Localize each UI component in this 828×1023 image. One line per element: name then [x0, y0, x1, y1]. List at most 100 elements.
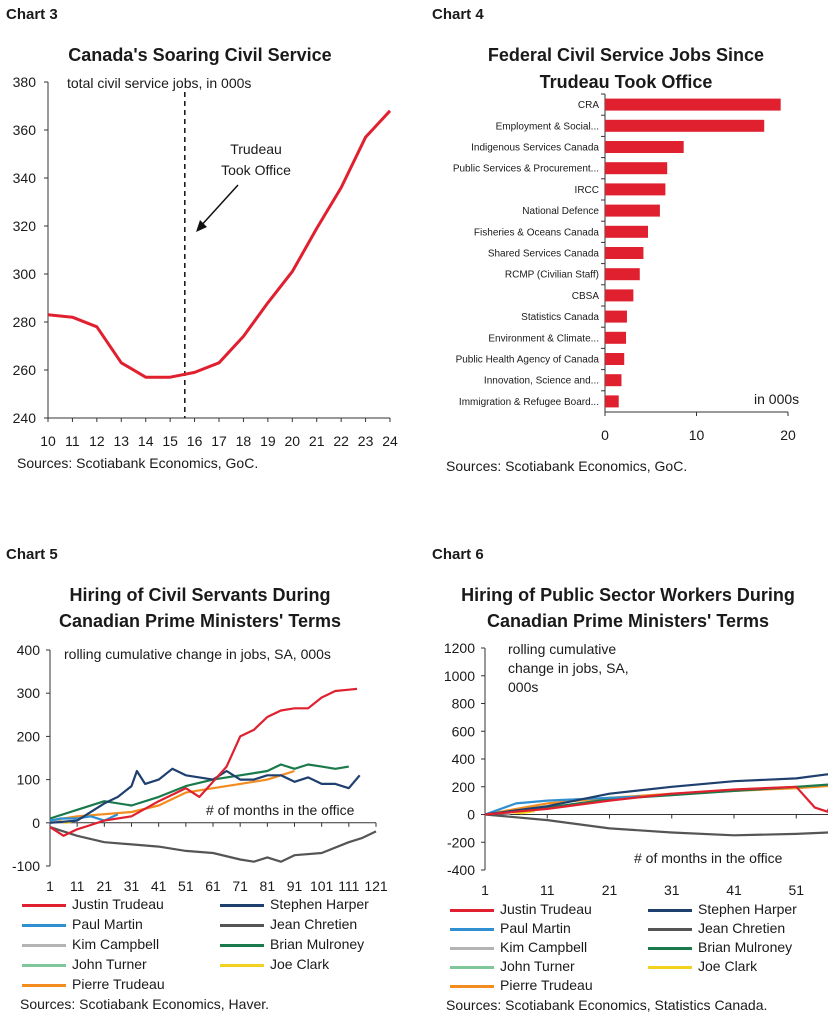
chart6-title-line2: Canadian Prime Ministers' Terms — [486, 611, 770, 631]
chart5-x-tick-label: 101 — [310, 878, 334, 894]
chart4-bar — [605, 331, 627, 344]
chart4-category-label: Employment & Social... — [496, 121, 599, 132]
chart6-source: Sources: Scotiabank Economics, Statistic… — [446, 997, 768, 1013]
chart3-x-tick-label: 19 — [260, 433, 276, 449]
chart5-xlabel: # of months in the office — [206, 802, 355, 818]
chart4-bar — [605, 289, 634, 302]
chart3-annotation-arrow — [198, 184, 239, 229]
chart4-plot: CRA Employment & Social... Indigenous Serv… — [453, 93, 796, 443]
chart6-series-brian-mulroney — [484, 783, 828, 816]
chart5-legend-label: Stephen Harper — [270, 896, 369, 912]
chart3-series-line — [47, 109, 392, 379]
chart5-y-tick-label: 400 — [17, 642, 41, 658]
chart4-bar — [605, 268, 640, 281]
chart5-legend-swatch — [22, 964, 66, 967]
chart5-legend-label: Paul Martin — [72, 916, 143, 932]
chart4-category-label: Indigenous Services Canada — [471, 143, 599, 154]
chart6-legend-swatch — [648, 947, 692, 950]
chart5-x-tick-label: 61 — [205, 878, 221, 894]
chart5-x-tick-label: 21 — [97, 878, 113, 894]
chart5-legend-label: Kim Campbell — [72, 936, 160, 952]
chart4-bar — [605, 374, 622, 387]
chart5-legend-swatch — [22, 924, 66, 927]
chart4-category-label: CRA — [578, 100, 599, 111]
chart4-title-line1: Federal Civil Service Jobs Since — [487, 45, 765, 65]
chart6-series-jean-chretien — [484, 813, 828, 837]
chart6-note-line3: 000s — [508, 679, 539, 695]
chart3-title: Canada's Soaring Civil Service — [68, 45, 332, 65]
chart5-legend-swatch — [22, 984, 66, 987]
chart6-y-tick-label: 400 — [452, 751, 476, 767]
chart3-label: Chart 3 — [6, 6, 58, 23]
chart6-legend-swatch — [450, 947, 494, 950]
chart6-legend-label: Kim Campbell — [500, 939, 588, 955]
chart5-legend-swatch — [22, 904, 66, 907]
chart6-y-tick-label: 800 — [452, 696, 476, 712]
chart5-x-tick-label: 121 — [364, 878, 388, 894]
chart3-y-tick-label: 240 — [13, 410, 37, 426]
chart5-legend-label: Justin Trudeau — [72, 896, 164, 912]
chart5-x-tick-label: 31 — [124, 878, 140, 894]
chart6-legend-swatch — [648, 928, 692, 931]
chart6-note-line2: change in jobs, SA, — [508, 660, 629, 676]
chart4-label: Chart 4 — [432, 6, 484, 23]
chart5-legend-label: Jean Chretien — [270, 916, 358, 932]
chart4-bar — [605, 225, 649, 238]
chart5-label: Chart 5 — [6, 546, 58, 563]
chart4-category-label: IRCC — [575, 185, 599, 196]
chart4-unit: in 000s — [754, 391, 800, 407]
chart4-category-label: Immigration & Refugee Board... — [459, 397, 599, 408]
chart6-legend-swatch — [450, 928, 494, 931]
chart3-y-tick-label: 340 — [13, 170, 37, 186]
chart5-legend-swatch — [220, 904, 264, 907]
chart6-legend-swatch — [648, 909, 692, 912]
chart5-x-tick-label: 51 — [178, 878, 194, 894]
chart5-legend-label: Brian Mulroney — [270, 936, 365, 952]
chart6-title-line1: Hiring of Public Sector Workers During — [461, 585, 795, 605]
chart6-y-tick-label: -200 — [447, 834, 475, 850]
chart3-x-tick-label: 18 — [236, 433, 252, 449]
chart4-category-label: Fisheries & Oceans Canada — [474, 227, 600, 238]
chart5-legend-swatch — [220, 924, 264, 927]
chart3-annotation-line2: Took Office — [221, 162, 291, 178]
chart4-x-tick-label: 20 — [780, 427, 796, 443]
chart5-y-tick-label: 200 — [17, 728, 41, 744]
chart4-category-label: Innovation, Science and... — [484, 376, 599, 387]
chart5-series-stephen-harper — [49, 767, 361, 824]
chart5-y-tick-label: -100 — [12, 858, 40, 874]
chart4-bar — [605, 141, 684, 153]
chart6-legend-label: Paul Martin — [500, 920, 571, 936]
chart6-y-tick-label: 600 — [452, 723, 476, 739]
chart6-x-tick-label: 11 — [540, 882, 555, 896]
chart6-y-tick-label: -400 — [447, 862, 475, 878]
chart6-legend-label: Joe Clark — [698, 958, 758, 974]
chart4-bar — [605, 119, 765, 132]
chart6-legend-swatch — [450, 909, 494, 912]
chart6-series-paul-martin — [484, 795, 641, 816]
chart4-title-line2: Trudeau Took Office — [539, 72, 713, 92]
chart4-category-label: Shared Services Canada — [488, 249, 600, 260]
chart3-x-tick-label: 16 — [187, 433, 203, 449]
chart3-x-tick-label: 20 — [284, 433, 300, 449]
chart3-annotation-arrowhead — [196, 220, 207, 232]
chart5-legend-label: John Turner — [72, 956, 147, 972]
chart5-legend-label: Joe Clark — [270, 956, 330, 972]
chart5-x-tick-label: 91 — [287, 878, 303, 894]
chart3-x-tick-label: 10 — [40, 433, 56, 449]
chart6-xlabel: # of months in the office — [634, 850, 783, 866]
chart3-x-tick-label: 14 — [138, 433, 154, 449]
chart3-x-tick-label: 23 — [358, 433, 374, 449]
chart4-source: Sources: Scotiabank Economics, GoC. — [446, 458, 688, 474]
chart4-bar — [605, 183, 666, 196]
chart6-series-justin-trudeau — [484, 785, 828, 816]
chart3-x-tick-label: 17 — [211, 433, 227, 449]
chart4-category-label: RCMP (Civilian Staff) — [505, 270, 599, 281]
chart6-y-tick-label: 1000 — [444, 668, 475, 684]
chart3-x-tick-label: 21 — [309, 433, 325, 449]
chart3-annotation-line1: Trudeau — [230, 141, 282, 157]
chart5-y-tick-label: 0 — [32, 815, 40, 831]
chart4-bar — [605, 247, 644, 259]
chart4-x-tick-label: 0 — [601, 427, 609, 443]
chart4-category-label: CBSA — [572, 291, 600, 302]
